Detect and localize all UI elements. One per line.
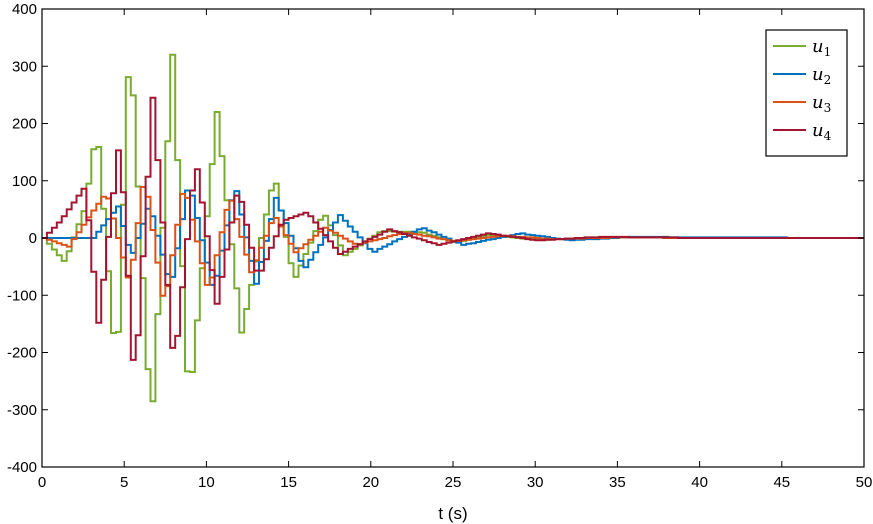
y-tick-label: 400 xyxy=(12,1,37,18)
series-layer xyxy=(42,53,864,403)
y-tick-label: 100 xyxy=(12,173,37,190)
legend-label-u1: u1 xyxy=(812,36,831,59)
y-tick-label: -100 xyxy=(7,287,37,304)
legend: u1 u2 u3 u4 xyxy=(765,29,848,157)
x-axis-label: t (s) xyxy=(438,504,467,523)
legend-label-u2: u2 xyxy=(812,64,831,87)
y-tick-label: -200 xyxy=(7,345,37,362)
y-tick-label: 300 xyxy=(12,58,37,75)
x-tick-label: 40 xyxy=(691,474,708,491)
y-tick-label: 200 xyxy=(12,116,37,133)
x-tick-label: 30 xyxy=(527,474,544,491)
series-line-u4 xyxy=(42,96,864,361)
y-tick-label: 0 xyxy=(29,230,37,247)
x-tick-label: 15 xyxy=(280,474,297,491)
x-tick-label: 10 xyxy=(198,474,215,491)
legend-label-u4: u4 xyxy=(812,120,832,143)
tick-layer: 0 5 10 15 20 25 30 35 40 45 50 -400 -300 -200 -100 0 100… xyxy=(7,1,872,491)
legend-label-u3: u3 xyxy=(812,92,831,115)
x-tick-label: 0 xyxy=(38,474,46,491)
y-tick-label: -400 xyxy=(7,459,37,476)
legend-box xyxy=(765,29,848,157)
x-tick-label: 20 xyxy=(362,474,379,491)
x-tick-label: 50 xyxy=(856,474,873,491)
y-tick-label: -300 xyxy=(7,402,37,419)
x-tick-label: 5 xyxy=(120,474,128,491)
x-tick-label: 35 xyxy=(609,474,626,491)
x-tick-label: 25 xyxy=(445,474,462,491)
x-tick-label: 45 xyxy=(773,474,790,491)
